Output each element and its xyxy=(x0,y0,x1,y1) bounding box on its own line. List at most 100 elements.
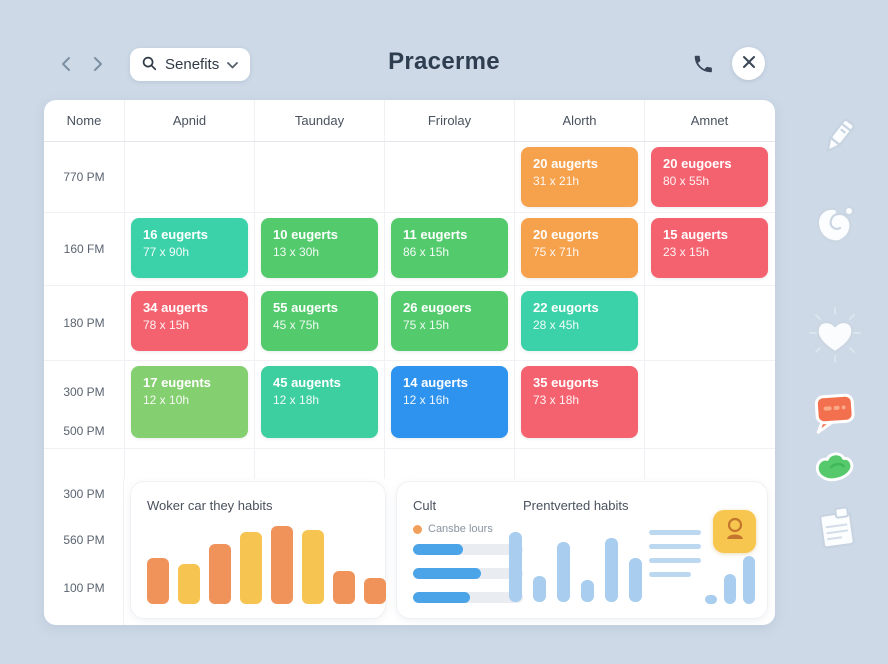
habits-bar-chart-card[interactable]: Woker car they habits xyxy=(130,481,386,619)
bar xyxy=(743,556,755,604)
search-filter-label: Senefits xyxy=(165,56,220,73)
calendar-cell xyxy=(124,449,254,479)
bird-icon xyxy=(812,446,858,497)
event-label: 10 eugerts xyxy=(273,227,339,242)
event-block[interactable]: 45 augents 12 x 18h xyxy=(261,366,378,438)
calendar-cell: 15 augerts 23 x 15h xyxy=(644,213,774,285)
event-detail: 75 x 15h xyxy=(403,318,450,332)
calendar-cell: 20 augerts 31 x 21h xyxy=(514,142,644,212)
event-detail: 23 x 15h xyxy=(663,245,710,259)
search-filter-button[interactable]: Senefits xyxy=(130,48,251,81)
time-cell-empty xyxy=(44,449,124,479)
bar xyxy=(178,564,200,604)
event-block[interactable]: 35 eugorts 73 x 18h xyxy=(521,366,638,438)
calendar-cell: 34 augerts 78 x 15h xyxy=(124,286,254,360)
bar-chart xyxy=(509,532,642,602)
event-detail: 12 x 16h xyxy=(403,393,450,407)
event-label: 22 eugorts xyxy=(533,300,599,315)
back-button[interactable] xyxy=(55,53,79,77)
time-label: 160 FM xyxy=(63,242,105,256)
calendar-cell xyxy=(644,361,774,448)
event-block[interactable]: 10 eugerts 13 x 30h xyxy=(261,218,378,278)
event-label: 34 augerts xyxy=(143,300,209,315)
note-icon xyxy=(810,504,862,561)
event-block[interactable]: 11 eugerts 86 x 15h xyxy=(391,218,508,278)
calendar-cell: 26 eugoers 75 x 15h xyxy=(384,286,514,360)
bar xyxy=(302,530,324,604)
event-detail: 12 x 10h xyxy=(143,393,190,407)
calendar-cell: 22 eugorts 28 x 45h xyxy=(514,286,644,360)
progress-bar xyxy=(413,592,523,603)
event-detail: 31 x 21h xyxy=(533,174,580,188)
event-block[interactable]: 20 eugoers 80 x 55h xyxy=(651,147,768,207)
column-header-alorth: Alorth xyxy=(514,100,644,141)
calendar-cell: 11 eugerts 86 x 15h xyxy=(384,213,514,285)
close-button[interactable] xyxy=(732,47,765,80)
line xyxy=(649,558,701,563)
bar xyxy=(509,532,522,602)
event-block[interactable]: 15 augerts 23 x 15h xyxy=(651,218,768,278)
card-title: Woker car they habits xyxy=(147,498,273,513)
event-block[interactable]: 17 eugents 12 x 10h xyxy=(131,366,248,438)
event-detail: 80 x 55h xyxy=(663,174,710,188)
card-title: Prentverted habits xyxy=(523,498,629,513)
event-block[interactable]: 20 augerts 31 x 21h xyxy=(521,147,638,207)
calendar-cell xyxy=(254,449,384,479)
progress-fill xyxy=(413,592,471,603)
stats-card[interactable]: Cult Cansbe lours Prentverted habits xyxy=(396,481,768,619)
bar xyxy=(533,576,546,602)
heart-icon xyxy=(806,306,864,369)
event-label: 17 eugents xyxy=(143,375,211,390)
time-label: 770 PM xyxy=(63,170,105,184)
calendar-cell xyxy=(384,142,514,212)
calendar-row: 770 PM 20 augerts 31 x 21h 20 eugoers 80… xyxy=(44,142,775,212)
event-block[interactable]: 22 eugorts 28 x 45h xyxy=(521,291,638,351)
event-block[interactable]: 34 augerts 78 x 15h xyxy=(131,291,248,351)
legend-dot-icon xyxy=(413,524,422,534)
bar xyxy=(581,580,594,602)
event-detail: 13 x 30h xyxy=(273,245,320,259)
progress-bar xyxy=(413,568,523,579)
time-label: 300 PM 500 PM xyxy=(63,385,105,438)
pencil-icon xyxy=(810,112,864,171)
calendar-cell: 20 eugoers 80 x 55h xyxy=(644,142,774,212)
bar-chart xyxy=(147,526,386,604)
calendar-cell: 20 eugorts 75 x 71h xyxy=(514,213,644,285)
calendar-cell xyxy=(254,142,384,212)
scribble-icon xyxy=(808,200,862,259)
card-title: Cult xyxy=(413,498,437,513)
column-header-nome: Nome xyxy=(66,113,102,128)
event-detail: 77 x 90h xyxy=(143,245,190,259)
event-label: 15 augerts xyxy=(663,227,729,242)
calendar-cell xyxy=(384,449,514,479)
event-detail: 73 x 18h xyxy=(533,393,580,407)
event-detail: 78 x 15h xyxy=(143,318,190,332)
line xyxy=(649,572,691,577)
bar xyxy=(147,558,169,604)
event-block[interactable]: 14 augerts 12 x 16h xyxy=(391,366,508,438)
event-label: 20 eugorts xyxy=(533,227,599,242)
calendar-cell xyxy=(644,449,774,479)
event-label: 45 augents xyxy=(273,375,341,390)
calendar-header-row: Nome Apnid Taunday Frirolay Alorth Amnet xyxy=(44,100,775,142)
time-label: 180 PM xyxy=(63,316,105,330)
column-header-amnet: Amnet xyxy=(644,100,774,141)
chevron-left-icon xyxy=(59,56,75,75)
calendar-cell: 16 eugerts 77 x 90h xyxy=(124,213,254,285)
event-block[interactable]: 26 eugoers 75 x 15h xyxy=(391,291,508,351)
event-label: 20 eugoers xyxy=(663,156,732,171)
event-label: 20 augerts xyxy=(533,156,599,171)
phone-button[interactable] xyxy=(690,52,716,78)
event-block[interactable]: 55 augerts 45 x 75h xyxy=(261,291,378,351)
phone-icon xyxy=(692,55,714,78)
calendar-cell xyxy=(124,142,254,212)
event-detail: 75 x 71h xyxy=(533,245,580,259)
event-label: 35 eugorts xyxy=(533,375,599,390)
event-block[interactable]: 16 eugerts 77 x 90h xyxy=(131,218,248,278)
mini-bar-chart xyxy=(705,556,755,604)
forward-button[interactable] xyxy=(85,53,109,77)
calendar-cell: 55 augerts 45 x 75h xyxy=(254,286,384,360)
calendar-cell xyxy=(514,449,644,479)
calendar-row: 180 PM 34 augerts 78 x 15h 55 augerts 45… xyxy=(44,285,775,360)
event-block[interactable]: 20 eugorts 75 x 71h xyxy=(521,218,638,278)
